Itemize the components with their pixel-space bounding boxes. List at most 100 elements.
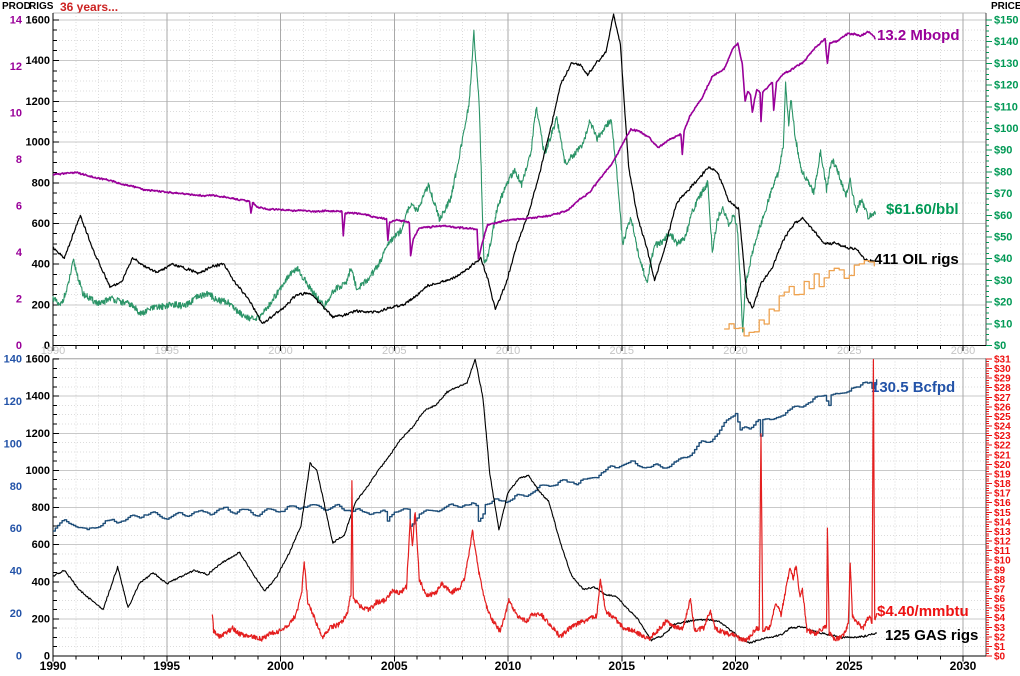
axis-label: $15	[994, 508, 1011, 519]
series-line-oil-production	[52, 30, 876, 260]
gridlines-gas	[52, 358, 986, 656]
series-line-gas-price	[211, 358, 878, 643]
axis-label: $14	[994, 517, 1011, 528]
axis-label: 200	[32, 613, 50, 625]
axis-label: $7	[994, 584, 1006, 595]
axis-label: 400	[32, 259, 50, 271]
axis-label: 2020	[723, 345, 747, 357]
axis-label: $28	[994, 383, 1011, 394]
axis-label: $9	[994, 565, 1006, 576]
axis-label: 800	[32, 502, 50, 514]
axis-label: $80	[994, 166, 1012, 178]
axis-label: 1995	[153, 659, 180, 673]
axis-label: $150	[994, 15, 1018, 27]
axis-label: $24	[994, 422, 1011, 433]
series-line-gas-production	[53, 379, 878, 532]
axis-label: $130	[994, 58, 1018, 70]
axis-label: $6	[994, 594, 1006, 605]
axis-label: $120	[994, 80, 1018, 92]
axis-label: 80	[10, 481, 22, 493]
left-axis-title-prod: PROD	[2, 1, 31, 12]
axis-label: 1400	[26, 391, 50, 403]
left-axis-title-rigs: RIGS	[29, 1, 54, 12]
series-end-label-gas-rigs: 125 GAS rigs	[885, 627, 978, 644]
series-end-label-gas-price: $4.40/mmbtu	[877, 603, 969, 620]
axis-label: $22	[994, 441, 1011, 452]
series-gas: 130.5 Bcfpd 125 GAS rigs $4.40/mmbtu	[52, 358, 978, 644]
axis-label: 1600	[26, 354, 50, 366]
series-end-label-oil-production: 13.2 Mbopd	[877, 27, 960, 44]
axis-label: $70	[994, 188, 1012, 200]
axis-label: 8	[16, 154, 22, 166]
axis-label: $40	[994, 253, 1012, 265]
series-line-oil-price	[52, 29, 877, 333]
series-line-oil-rigs	[52, 13, 875, 324]
axis-label: $16	[994, 498, 1011, 509]
axis-label: $2	[994, 632, 1006, 643]
axis-label: $31	[994, 355, 1011, 366]
axis-label: $27	[994, 393, 1011, 404]
axis-labels-gas: 0 200 400 600 800 1000 1200 1400 1600 0 20 40 60 80 10…	[4, 354, 1011, 674]
gridlines-oil	[52, 13, 986, 346]
axis-label: 1990	[41, 345, 65, 357]
axis-label: $30	[994, 364, 1011, 375]
axis-label: $11	[994, 546, 1011, 557]
axis-label: $19	[994, 469, 1011, 480]
axis-label: $25	[994, 412, 1011, 423]
axis-label: 800	[32, 177, 50, 189]
axis-label: 600	[32, 218, 50, 230]
axis-label: 2	[16, 294, 22, 306]
chart-subtitle: 36 years...	[60, 0, 119, 14]
axis-label: 0	[44, 340, 50, 352]
axis-label: $5	[994, 604, 1006, 615]
axis-label: 2010	[495, 659, 522, 673]
axis-label: 1200	[26, 96, 50, 108]
axis-label: 14	[10, 15, 23, 27]
axis-label: 2000	[267, 659, 294, 673]
axis-label: 40	[10, 566, 22, 578]
axis-label: 2005	[381, 659, 408, 673]
axis-label: 400	[32, 576, 50, 588]
axis-label: 120	[4, 396, 22, 408]
axis-label: $30	[994, 275, 1012, 287]
axis-label: $17	[994, 489, 1011, 500]
axis-label: $140	[994, 36, 1018, 48]
axis-label: $29	[994, 374, 1011, 385]
series-oil: $61.60/bbl 411 OIL rigs 13.2 Mbopd	[52, 13, 960, 337]
axis-label: 1000	[26, 465, 50, 477]
series-line-frac-spreads	[724, 259, 875, 337]
series-end-label-oil-rigs: 411 OIL rigs	[874, 251, 959, 268]
axis-label: 20	[10, 608, 22, 620]
axis-label: 200	[32, 299, 50, 311]
axis-label: 1600	[26, 15, 50, 27]
axis-label: $21	[994, 450, 1011, 461]
axis-label: 2030	[950, 659, 977, 673]
axis-label: 1200	[26, 428, 50, 440]
axis-label: $100	[994, 123, 1018, 135]
axis-labels-oil: 0 200 400 600 800 1000 1200 1400 1600 0 2 4 6 8 10 12 14…	[10, 15, 1019, 357]
axis-label: 12	[10, 61, 22, 73]
axis-label: $12	[994, 537, 1011, 548]
axes-gas	[52, 358, 992, 662]
axis-label: 1400	[26, 55, 50, 67]
axis-label: $60	[994, 210, 1012, 222]
axis-label: $26	[994, 402, 1011, 413]
axis-label: 2005	[382, 345, 406, 357]
axis-label: $0	[994, 340, 1006, 352]
axis-label: 2010	[496, 345, 520, 357]
axis-label: $4	[994, 613, 1006, 624]
axis-label: $3	[994, 623, 1006, 634]
right-axis-title-price: PRICE	[991, 1, 1020, 12]
axis-label: $110	[994, 101, 1018, 113]
axis-label: $90	[994, 145, 1012, 157]
axis-label: $20	[994, 297, 1012, 309]
axis-label: 4	[16, 247, 23, 259]
axis-label: 2000	[268, 345, 292, 357]
axis-label: $0	[994, 652, 1006, 663]
axis-label: $20	[994, 460, 1011, 471]
axis-label: 140	[4, 354, 22, 366]
axis-label: $8	[994, 575, 1006, 586]
series-end-label-oil-price: $61.60/bbl	[886, 201, 959, 218]
